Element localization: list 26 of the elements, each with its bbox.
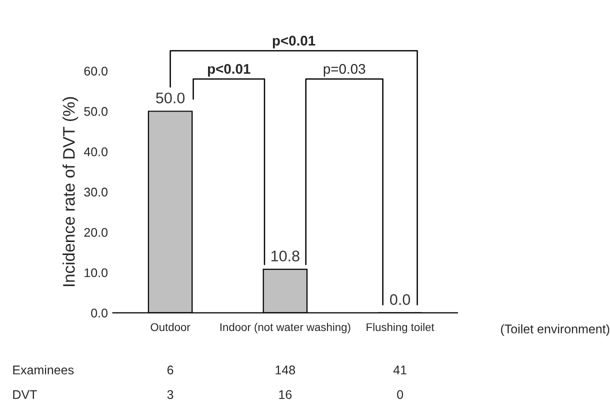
y-tick-label: 20.0: [84, 228, 108, 237]
text: 3: [167, 390, 174, 400]
text: 148: [276, 366, 296, 374]
text: 6: [167, 366, 174, 374]
y-tick-label: 40.0: [84, 147, 108, 156]
text: 0: [397, 390, 404, 400]
data-label: 0.0: [390, 294, 410, 305]
data-label: 10.8: [271, 250, 300, 262]
y-tick-label: 0.0: [91, 308, 108, 318]
text: 41: [393, 366, 406, 374]
y-axis-title: Incidence rate of DVT (%): [62, 97, 78, 286]
data-label: 50.0: [156, 92, 185, 104]
y-tick-label: 30.0: [84, 188, 108, 197]
y-tick-label: 10.0: [84, 268, 108, 278]
annotation: p=0.03: [324, 64, 366, 77]
x-axis-title: (Toilet environment): [501, 324, 610, 336]
y-tick-label: 50.0: [84, 107, 108, 116]
text: 16: [279, 390, 292, 400]
text: Examinees: [13, 365, 74, 374]
y-tick-label: 60.0: [84, 66, 108, 76]
text: p<0.01: [272, 36, 316, 48]
x-tick-label: Outdoor: [150, 322, 190, 332]
text: DVT: [13, 390, 37, 399]
x-tick-label: Flushing toilet: [366, 322, 434, 334]
x-tick-label: Indoor (not water washing): [220, 322, 350, 334]
annotation: p<0.01: [208, 64, 250, 77]
